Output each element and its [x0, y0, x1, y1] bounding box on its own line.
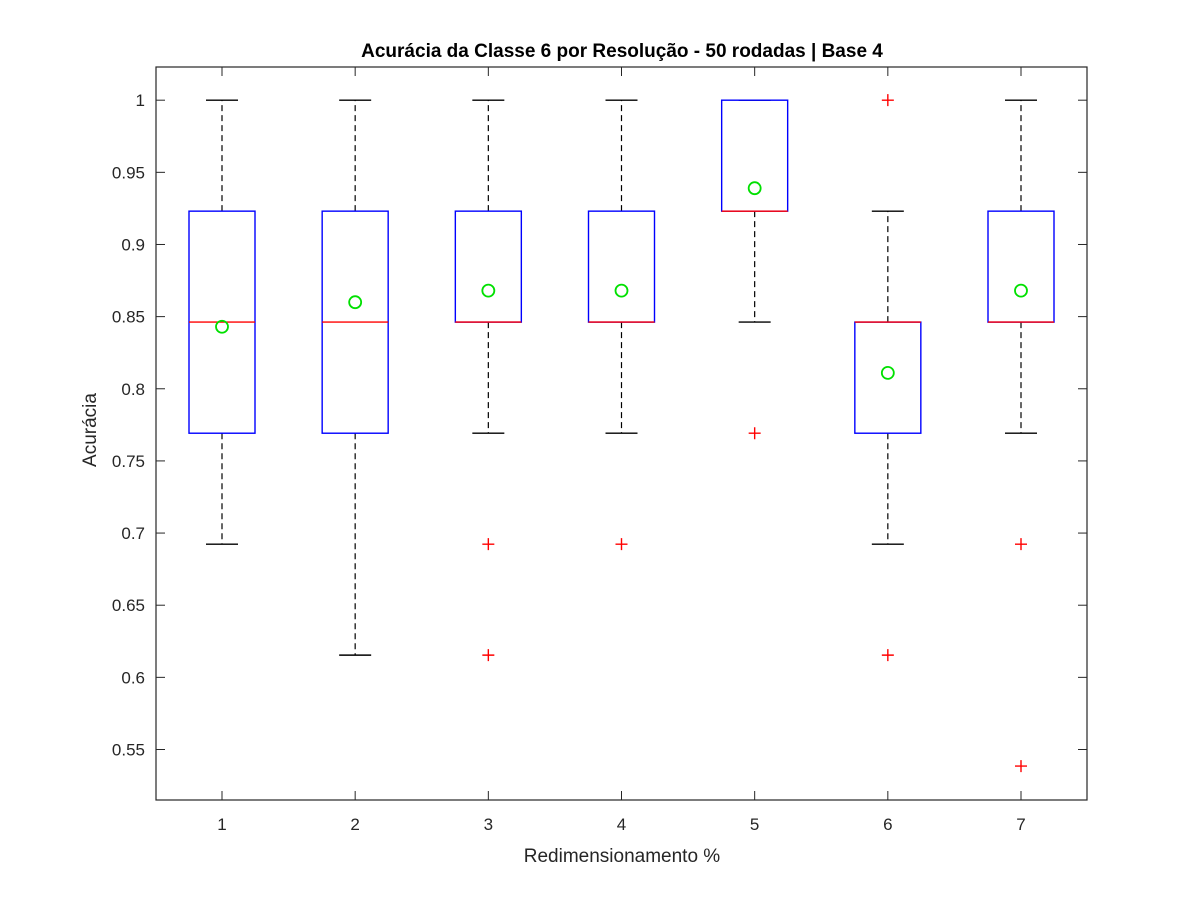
plot-area: 0.55 0.6 0.65 0.7 0.75 0.8 0.85 0.9 0.95 1 1 2 3 4 5 6 7	[112, 67, 1087, 834]
box-iqr	[587, 210, 656, 323]
y-tick-label: 0.7	[121, 524, 145, 543]
mean-marker	[747, 181, 762, 196]
outlier-marker	[615, 538, 628, 551]
outlier-marker	[1015, 760, 1027, 773]
y-tick-label: 0.6	[121, 668, 145, 687]
y-tick-label: 0.55	[112, 740, 145, 759]
outlier-marker	[482, 649, 495, 662]
outlier-marker	[482, 538, 495, 551]
box-iqr	[854, 321, 922, 434]
outlier-marker	[881, 94, 894, 107]
y-tick-label: 1	[136, 91, 145, 110]
outlier-marker	[1015, 538, 1027, 551]
chart-title: Acurácia da Classe 6 por Resolução - 50 …	[361, 41, 883, 62]
y-axis-label: Acurácia	[80, 393, 101, 467]
x-tick-label: 7	[1016, 815, 1025, 834]
outlier-marker	[748, 427, 761, 440]
y-tick-label: 0.75	[112, 452, 145, 471]
x-tick-label: 2	[350, 815, 359, 834]
x-tick-label: 3	[484, 815, 493, 834]
x-tick-label: 5	[750, 815, 759, 834]
outlier-marker	[881, 649, 894, 662]
y-tick-label: 0.95	[112, 163, 145, 182]
mean-marker	[481, 283, 496, 298]
box-iqr	[454, 210, 523, 323]
mean-marker	[1014, 283, 1028, 298]
mean-marker	[880, 365, 895, 380]
mean-marker	[215, 319, 229, 334]
x-tick-label: 4	[617, 815, 626, 834]
y-tick-label: 0.65	[112, 596, 145, 615]
x-axis-label: Redimensionamento %	[524, 846, 721, 867]
box-iqr	[987, 210, 1055, 323]
x-tick-label: 6	[883, 815, 892, 834]
y-tick-label: 0.8	[121, 380, 145, 399]
mean-marker	[614, 283, 629, 298]
y-tick-label: 0.9	[121, 235, 145, 254]
mean-marker	[348, 295, 363, 310]
y-tick-label: 0.85	[112, 308, 145, 327]
x-tick-label: 1	[217, 815, 226, 834]
axes-frame	[155, 66, 1088, 801]
